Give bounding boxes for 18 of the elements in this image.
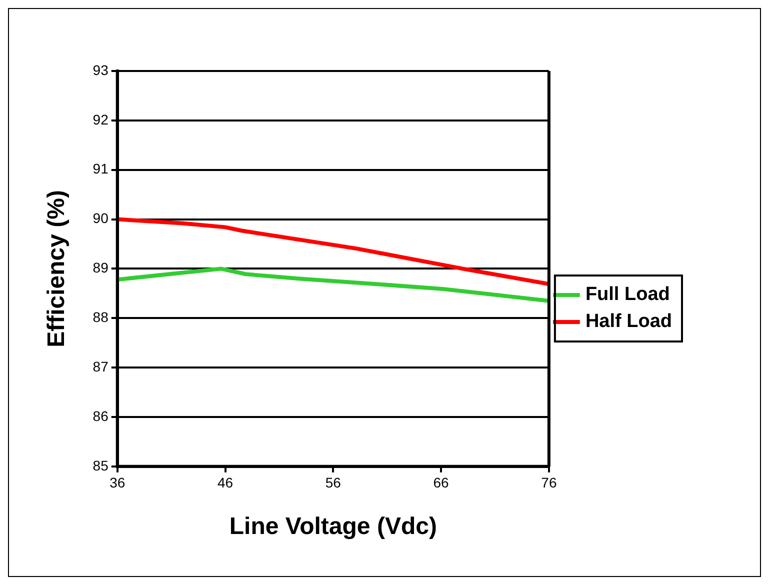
y-tick-label: 91 [92,160,109,177]
x-tick-label: 66 [433,474,450,491]
x-tick-label: 46 [217,474,234,491]
legend-label: Full Load [585,284,670,306]
y-tick-label: 92 [92,111,109,128]
x-tick-label: 36 [110,474,126,491]
y-tick-label: 93 [92,62,109,78]
legend-label: Half Load [585,311,672,332]
y-tick-label: 86 [92,408,109,424]
y-axis-title: Efficiency (%) [43,190,70,348]
y-tick-label: 90 [92,210,109,226]
x-tick-label: 76 [541,474,557,491]
x-tick-label: 56 [325,474,342,491]
x-axis-title: Line Voltage (Vdc) [229,513,437,540]
y-tick-label: 89 [92,260,109,276]
y-tick-label: 85 [92,457,109,474]
y-tick-label: 88 [92,308,109,325]
y-tick-label: 87 [92,358,109,374]
